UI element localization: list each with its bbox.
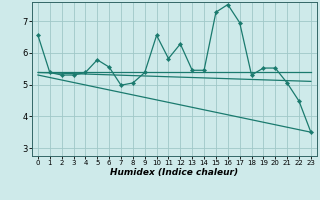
X-axis label: Humidex (Indice chaleur): Humidex (Indice chaleur) [110, 168, 238, 177]
